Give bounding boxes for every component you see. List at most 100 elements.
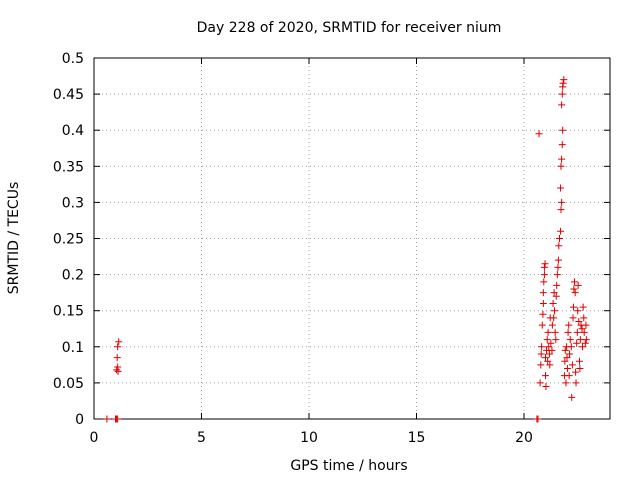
data-point bbox=[563, 354, 571, 362]
data-point bbox=[569, 314, 577, 322]
data-point bbox=[544, 328, 552, 336]
data-point bbox=[557, 227, 565, 235]
data-point bbox=[554, 263, 562, 271]
data-point bbox=[565, 372, 573, 380]
data-point bbox=[561, 346, 569, 354]
data-point bbox=[571, 278, 579, 286]
data-point bbox=[553, 271, 561, 279]
data-point bbox=[578, 325, 586, 333]
data-point bbox=[567, 343, 575, 351]
data-points bbox=[103, 76, 590, 423]
data-point bbox=[114, 343, 122, 351]
data-point bbox=[571, 289, 579, 297]
y-tick-label: 0.35 bbox=[53, 159, 84, 175]
data-point bbox=[550, 289, 558, 297]
y-tick-label: 0.05 bbox=[53, 376, 84, 392]
data-point bbox=[549, 299, 557, 307]
data-point bbox=[575, 318, 583, 326]
data-point bbox=[552, 336, 560, 344]
data-point bbox=[546, 361, 554, 369]
data-point bbox=[113, 354, 121, 362]
x-tick-label: 0 bbox=[90, 430, 99, 446]
data-point bbox=[542, 372, 549, 380]
data-point bbox=[564, 328, 572, 336]
data-point bbox=[579, 303, 587, 311]
data-point bbox=[555, 235, 563, 242]
data-point bbox=[545, 343, 553, 351]
grid bbox=[94, 58, 610, 419]
x-axis-label: GPS time / hours bbox=[290, 458, 407, 474]
data-point bbox=[573, 328, 581, 336]
x-tick-label: 20 bbox=[515, 430, 533, 446]
data-point bbox=[568, 361, 576, 369]
data-point bbox=[566, 350, 574, 358]
axis-ticks: 0 0.05 0.1 0.15 0.2 0.25 0.3 0.35 0.4 0.45 0.5 0 5 10… bbox=[53, 51, 610, 446]
data-point bbox=[548, 346, 556, 354]
data-point bbox=[545, 350, 553, 358]
data-point bbox=[582, 321, 590, 329]
data-point bbox=[561, 357, 569, 365]
data-point bbox=[576, 364, 584, 372]
x-tick-label: 5 bbox=[197, 430, 206, 446]
y-tick-label: 0.4 bbox=[62, 123, 84, 139]
data-point bbox=[568, 393, 576, 401]
data-point bbox=[540, 271, 548, 279]
y-tick-label: 0.45 bbox=[53, 87, 84, 103]
plot-frame bbox=[93, 57, 611, 420]
data-point bbox=[544, 357, 552, 365]
data-point bbox=[534, 415, 542, 423]
data-point bbox=[539, 289, 547, 297]
data-point bbox=[582, 336, 590, 344]
data-point bbox=[573, 339, 581, 347]
data-point bbox=[581, 339, 589, 347]
data-point bbox=[554, 256, 562, 264]
data-point bbox=[543, 336, 551, 344]
data-point bbox=[557, 184, 565, 192]
data-point bbox=[565, 321, 573, 329]
data-point bbox=[114, 367, 122, 375]
data-point bbox=[547, 339, 555, 347]
data-point bbox=[569, 303, 577, 311]
data-point bbox=[558, 101, 566, 109]
data-point bbox=[559, 126, 567, 134]
data-point bbox=[542, 354, 549, 362]
data-point bbox=[552, 292, 560, 300]
data-point bbox=[539, 299, 547, 307]
data-point bbox=[557, 162, 565, 170]
data-point bbox=[563, 364, 571, 372]
y-tick-label: 0.25 bbox=[53, 232, 84, 248]
chart-title: Day 228 of 2020, SRMTID for receiver niu… bbox=[197, 20, 502, 36]
data-point bbox=[540, 278, 548, 286]
y-tick-label: 0.3 bbox=[62, 195, 84, 211]
data-point bbox=[542, 383, 550, 391]
data-point bbox=[576, 336, 584, 344]
data-point bbox=[574, 281, 582, 289]
data-point bbox=[538, 343, 546, 351]
y-tick-label: 0.15 bbox=[53, 304, 84, 320]
data-point bbox=[553, 281, 561, 289]
data-point bbox=[539, 310, 547, 318]
data-point bbox=[558, 141, 566, 149]
data-point bbox=[574, 307, 582, 315]
data-point bbox=[575, 357, 583, 365]
data-point bbox=[580, 314, 588, 322]
data-point bbox=[551, 328, 559, 336]
data-point bbox=[103, 415, 111, 423]
data-point bbox=[115, 338, 123, 346]
data-point bbox=[558, 90, 566, 98]
data-point bbox=[114, 415, 122, 423]
data-point bbox=[557, 206, 565, 214]
data-point bbox=[566, 336, 574, 344]
x-tick-label: 10 bbox=[300, 430, 318, 446]
data-point bbox=[572, 368, 580, 376]
y-tick-label: 0 bbox=[75, 412, 84, 428]
data-point bbox=[558, 155, 566, 163]
data-point bbox=[578, 343, 586, 351]
y-tick-label: 0.1 bbox=[62, 340, 84, 356]
data-point bbox=[548, 321, 556, 329]
data-point bbox=[536, 379, 544, 387]
y-tick-label: 0.5 bbox=[62, 51, 84, 67]
data-point bbox=[559, 79, 567, 87]
y-axis-label: SRMTID / TECUs bbox=[6, 182, 22, 295]
